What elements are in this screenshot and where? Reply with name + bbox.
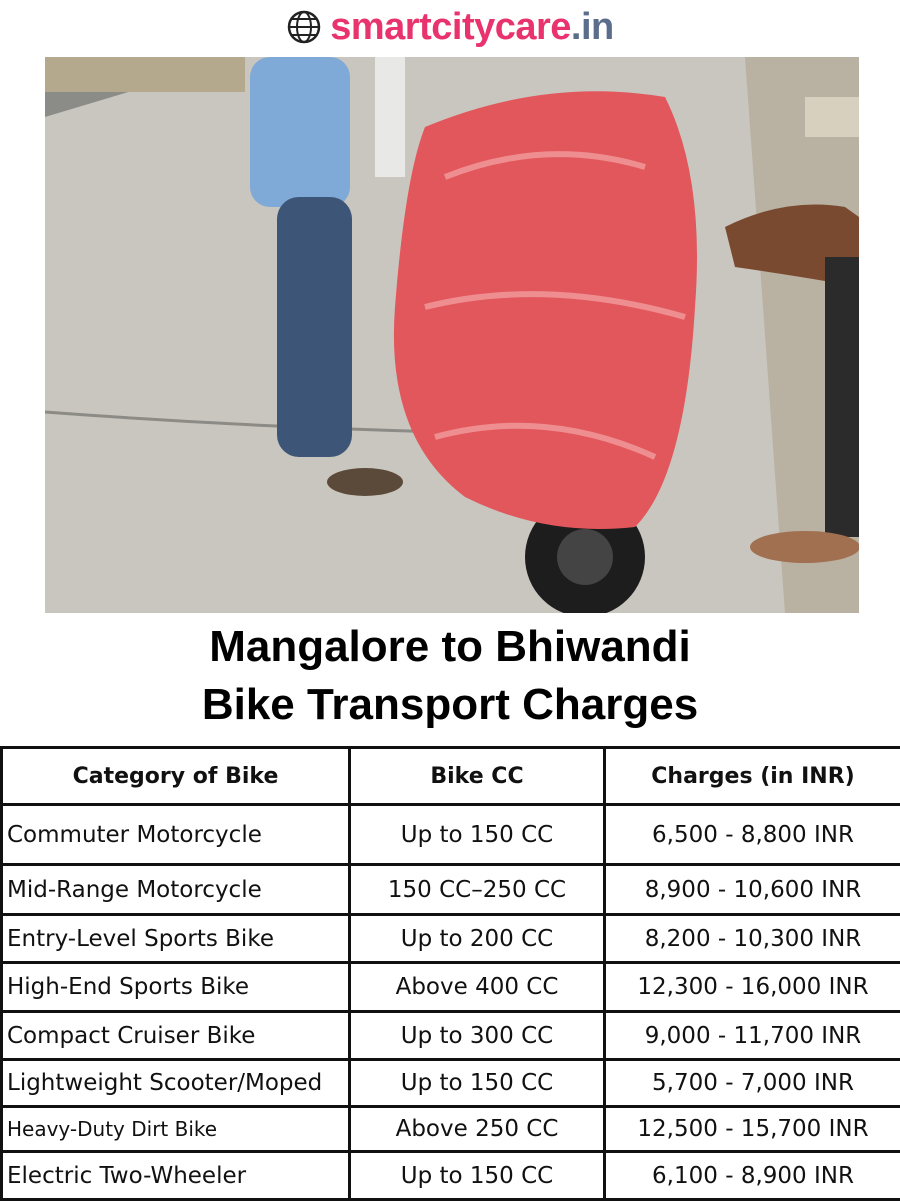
- title: Mangalore to Bhiwandi Bike Transport Cha…: [0, 618, 900, 734]
- column-header: Charges (in INR): [605, 748, 900, 805]
- column-header: Bike CC: [350, 748, 605, 805]
- charges: 5,700 - 7,000 INR: [605, 1060, 900, 1107]
- bike-category: Electric Two-Wheeler: [2, 1152, 350, 1200]
- bike-category: Entry-Level Sports Bike: [2, 915, 350, 963]
- site-name: smartcitycare.in: [330, 6, 614, 49]
- bike-cc: Up to 150 CC: [350, 1152, 605, 1200]
- bike-cc: Above 250 CC: [350, 1107, 605, 1152]
- bike-cc: Up to 150 CC: [350, 805, 605, 865]
- column-header: Category of Bike: [2, 748, 350, 805]
- charges: 8,900 - 10,600 INR: [605, 865, 900, 915]
- bike-category: Commuter Motorcycle: [2, 805, 350, 865]
- bike-cc: Up to 200 CC: [350, 915, 605, 963]
- charges: 9,000 - 11,700 INR: [605, 1012, 900, 1060]
- charges: 12,500 - 15,700 INR: [605, 1107, 900, 1152]
- globe-icon: [286, 9, 322, 45]
- bike-cc: Above 400 CC: [350, 963, 605, 1012]
- charges: 6,100 - 8,900 INR: [605, 1152, 900, 1200]
- bike-category: High-End Sports Bike: [2, 963, 350, 1012]
- title-line: Bike Transport Charges: [0, 676, 900, 734]
- bike-category: Mid-Range Motorcycle: [2, 865, 350, 915]
- title-line: Mangalore to Bhiwandi: [0, 618, 900, 676]
- bike-category: Lightweight Scooter/Moped: [2, 1060, 350, 1107]
- photo: [45, 57, 859, 613]
- bike-cc: 150 CC–250 CC: [350, 865, 605, 915]
- bike-cc: Up to 300 CC: [350, 1012, 605, 1060]
- charges: 6,500 - 8,800 INR: [605, 805, 900, 865]
- bike-cc: Up to 150 CC: [350, 1060, 605, 1107]
- charges: 8,200 - 10,300 INR: [605, 915, 900, 963]
- site-domain: smartcitycare: [330, 6, 571, 48]
- site-tld: .in: [571, 6, 614, 48]
- charges-table: Category of Bike Bike CC Charges (in INR…: [0, 746, 900, 1201]
- bike-category: Heavy-Duty Dirt Bike: [2, 1107, 350, 1152]
- bike-category: Compact Cruiser Bike: [2, 1012, 350, 1060]
- charges: 12,300 - 16,000 INR: [605, 963, 900, 1012]
- brand-header: smartcitycare.in: [0, 2, 900, 52]
- table-header-row: Category of Bike Bike CC Charges (in INR…: [2, 748, 900, 805]
